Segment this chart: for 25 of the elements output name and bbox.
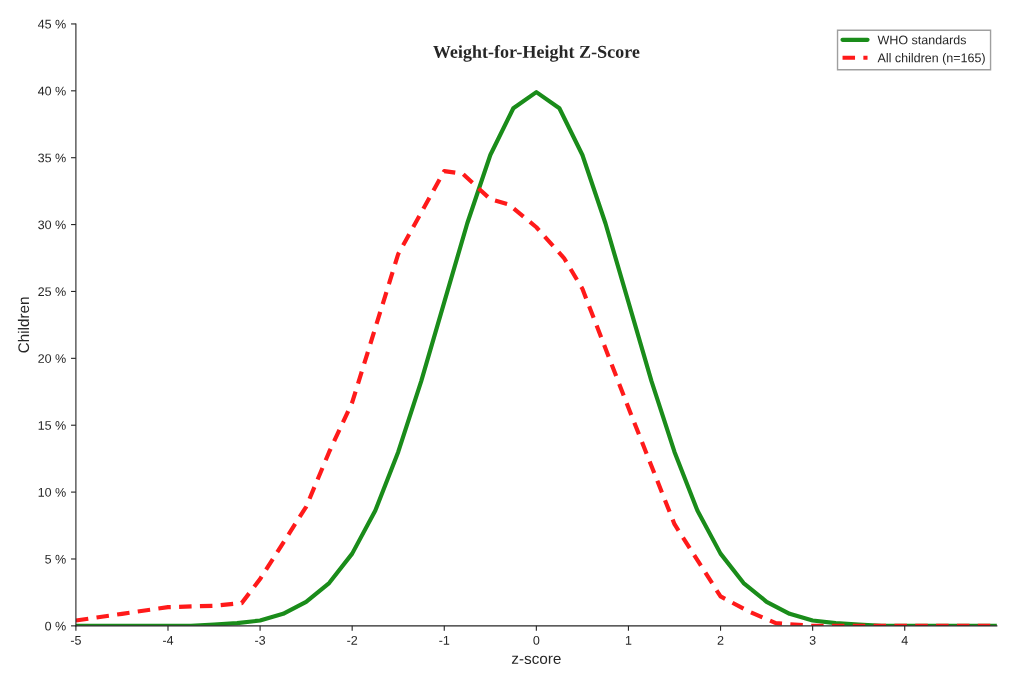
y-tick-label: 20 %: [38, 354, 66, 363]
y-tick-label: 35 %: [38, 153, 66, 163]
x-tick-label: -3: [255, 635, 266, 645]
legend-label: All children (n=165): [877, 53, 985, 65]
y-tick-label: 25 %: [38, 287, 66, 297]
y-axis-title: Children: [17, 297, 30, 353]
x-tick-label: 3: [809, 635, 816, 645]
x-tick-label: -2: [347, 635, 358, 645]
x-axis-title: z-score: [511, 655, 561, 665]
y-tick-label: 45 %: [37, 19, 66, 29]
text: Weight-for-Height Z-Score: [433, 45, 640, 62]
x-tick-label: 4: [901, 636, 908, 645]
x-tick-label: -1: [439, 636, 450, 645]
y-tick-label: 10 %: [38, 487, 66, 497]
legend-label: WHO standards: [877, 35, 966, 45]
x-tick-label: 1: [625, 636, 632, 645]
x-tick-label: -5: [70, 636, 81, 645]
y-tick-label: 30 %: [38, 220, 66, 230]
x-tick-label: 0: [533, 635, 540, 645]
y-tick-label: 5 %: [45, 554, 66, 564]
y-tick-label: 40 %: [37, 86, 66, 96]
x-tick-label: -4: [162, 636, 174, 645]
x-tick-label: 2: [717, 635, 724, 645]
y-tick-label: 0 %: [45, 621, 66, 631]
y-tick-label: 15 %: [38, 421, 66, 430]
